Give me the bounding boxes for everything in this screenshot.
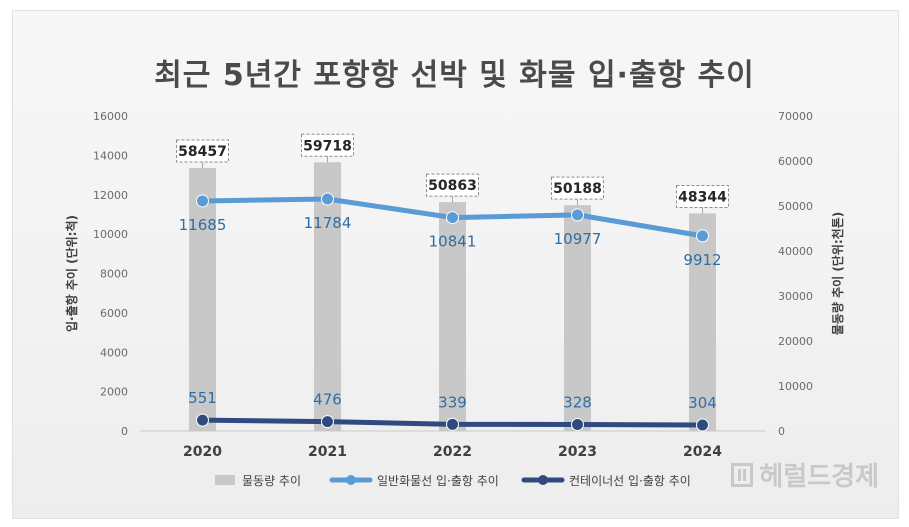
left-tick-label: 10000 [93, 228, 128, 241]
legend-label-bar: 물동량 추이 [242, 474, 301, 488]
left-tick-label: 6000 [100, 307, 128, 320]
bar-label-box [176, 139, 229, 163]
bar-label-box [426, 173, 479, 197]
bar-value-label: 58457 [178, 144, 227, 160]
point-container-2024 [696, 418, 709, 432]
left-axis-label: 입·출항 추이 (단위:척) [64, 215, 79, 332]
container-value-label: 339 [438, 393, 467, 411]
legend-label-general: 일반화물선 입·출항 추이 [377, 474, 499, 488]
right-tick-label: 0 [778, 425, 785, 438]
x-tick-label: 2020 [183, 444, 222, 460]
x-tick-label: 2022 [433, 444, 472, 460]
bar-label-box [301, 133, 354, 157]
bar-2024 [689, 213, 716, 431]
left-tick-label: 8000 [100, 268, 128, 281]
right-tick-label: 10000 [778, 380, 813, 393]
left-tick-label: 12000 [93, 189, 128, 202]
general-value-label: 11784 [304, 214, 352, 232]
general-value-label: 10977 [554, 230, 602, 248]
left-tick-label: 0 [121, 425, 128, 438]
container-value-label: 304 [688, 394, 717, 412]
right-tick-label: 20000 [778, 335, 813, 348]
right-tick-label: 40000 [778, 245, 813, 258]
legend-marker-container [538, 475, 548, 485]
bar-value-label: 48344 [678, 189, 727, 205]
bar-2023 [564, 205, 591, 431]
point-general-2021 [321, 192, 334, 206]
watermark-text: 헤럴드경제 [759, 462, 879, 492]
container-value-label: 476 [313, 391, 342, 409]
point-container-2023 [571, 418, 584, 432]
legend-marker-general [346, 475, 356, 485]
point-general-2022 [446, 211, 459, 225]
right-tick-label: 70000 [778, 110, 813, 123]
bar-2022 [439, 202, 466, 431]
general-value-label: 9912 [683, 251, 721, 269]
right-tick-label: 50000 [778, 200, 813, 213]
bar-label-box [676, 184, 729, 208]
bar-2021 [314, 162, 341, 432]
bar-value-label: 59718 [303, 138, 352, 154]
point-general-2024 [696, 229, 709, 243]
left-tick-label: 2000 [100, 386, 128, 399]
point-container-2022 [446, 417, 459, 431]
legend-label-container: 컨테이너선 입·출항 추이 [569, 474, 691, 488]
bar-2020 [189, 167, 216, 432]
general-value-label: 11685 [179, 216, 227, 234]
chart-title: 최근 5년간 포항항 선박 및 화물 입·출항 추이 [154, 58, 755, 93]
legend-swatch-bar [215, 475, 235, 485]
bar-value-label: 50863 [428, 178, 477, 194]
bar-label-box [551, 176, 604, 200]
bar-value-label: 50188 [553, 181, 602, 197]
point-container-2020 [196, 413, 209, 427]
x-tick-label: 2023 [558, 444, 597, 460]
left-tick-label: 14000 [93, 149, 128, 162]
point-general-2020 [196, 194, 209, 208]
left-tick-label: 4000 [100, 346, 128, 359]
right-tick-label: 60000 [778, 155, 813, 168]
point-container-2021 [321, 415, 334, 429]
container-value-label: 328 [563, 394, 592, 412]
general-value-label: 10841 [429, 233, 477, 251]
x-tick-label: 2021 [308, 444, 347, 460]
left-tick-label: 16000 [93, 110, 128, 123]
right-axis-label: 물동량 추이 (단위:천톤) [830, 212, 845, 335]
x-tick-label: 2024 [683, 444, 722, 460]
container-value-label: 551 [188, 389, 217, 407]
watermark-logo-icon [731, 462, 754, 487]
point-general-2023 [571, 208, 584, 222]
right-tick-label: 30000 [778, 290, 813, 303]
watermark: 헤럴드경제 [731, 456, 879, 493]
